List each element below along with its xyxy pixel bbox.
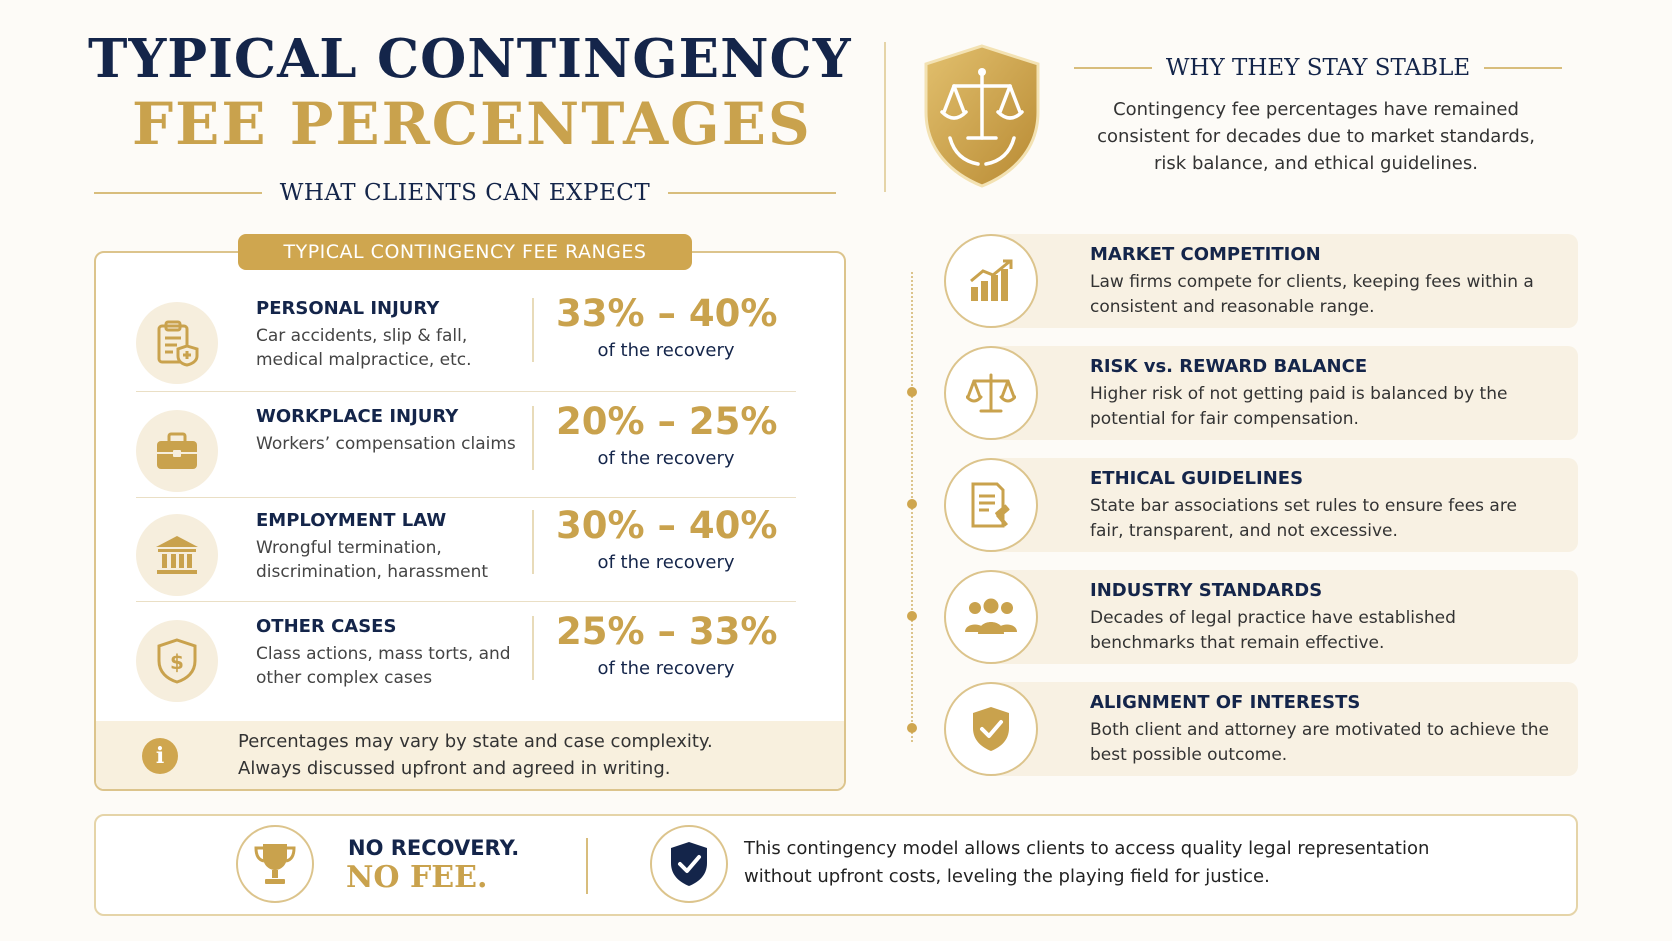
why-title-row: WHY THEY STAY STABLE <box>1074 50 1562 86</box>
clipboard-shield-icon <box>136 302 218 384</box>
fee-range-suffix: of the recovery <box>597 552 735 573</box>
fee-ranges-tag: TYPICAL CONTINGENCY FEE RANGES <box>238 234 692 270</box>
info-icon: i <box>142 738 178 774</box>
fee-category-name: OTHER CASES <box>256 616 397 637</box>
fee-range-suffix: of the recovery <box>597 340 735 361</box>
bottom-divider <box>586 838 588 894</box>
fee-row-employment-law: EMPLOYMENT LAW Wrongful termination, dis… <box>136 500 796 606</box>
reason-text: Both client and attorney are motivated t… <box>1090 720 1549 765</box>
fee-note-line1: Percentages may vary by state and case c… <box>238 731 713 752</box>
no-fee-label: NO FEE. <box>346 860 488 895</box>
note-band <box>96 721 844 789</box>
scales-icon <box>944 346 1038 440</box>
reason-alignment-of-interests: ALIGNMENT OF INTERESTS Both client and a… <box>944 682 1578 776</box>
page-title-line1: TYPICAL CONTINGENCY <box>88 28 852 90</box>
reason-text: Law firms compete for clients, keeping f… <box>1090 272 1534 317</box>
fee-range: 25% – 33% <box>556 610 778 653</box>
briefcase-icon <box>136 410 218 492</box>
reason-title: ALIGNMENT OF INTERESTS <box>1090 692 1361 713</box>
trophy-icon <box>236 825 314 903</box>
reason-title: ETHICAL GUIDELINES <box>1090 468 1304 489</box>
fee-row-personal-injury: PERSONAL INJURY Car accidents, slip & fa… <box>136 288 796 394</box>
shield-check-icon <box>944 682 1038 776</box>
reason-title: INDUSTRY STANDARDS <box>1090 580 1323 601</box>
fee-range-suffix: of the recovery <box>597 448 735 469</box>
page-title-line2: FEE PERCENTAGES <box>132 90 812 158</box>
divider-line <box>94 192 262 194</box>
reason-industry-standards: INDUSTRY STANDARDS Decades of legal prac… <box>944 570 1578 664</box>
fee-range-suffix: of the recovery <box>597 658 735 679</box>
dollar-shield-icon: $ <box>136 620 218 702</box>
reason-title: RISK vs. REWARD BALANCE <box>1090 356 1368 377</box>
fee-row-other-cases: $ OTHER CASES Class actions, mass torts,… <box>136 606 796 712</box>
reason-text: Higher risk of not getting paid is balan… <box>1090 384 1508 429</box>
row-divider <box>532 510 534 574</box>
fee-range: 20% – 25% <box>556 400 778 443</box>
divider-line <box>1484 67 1562 69</box>
bar-chart-icon <box>944 234 1038 328</box>
why-description: Contingency fee percentages have remaine… <box>1097 99 1535 174</box>
fee-category-name: EMPLOYMENT LAW <box>256 510 447 531</box>
courthouse-icon <box>136 514 218 596</box>
fee-category-desc: Class actions, mass torts, and other com… <box>256 644 511 688</box>
fee-category-desc: Workers’ compensation claims <box>256 434 516 454</box>
navy-shield-check-icon <box>650 825 728 903</box>
fee-range: 33% – 40% <box>556 292 778 335</box>
bottom-banner <box>94 814 1578 916</box>
reason-card <box>984 346 1578 440</box>
fee-category-name: PERSONAL INJURY <box>256 298 440 319</box>
fee-range: 30% – 40% <box>556 504 778 547</box>
why-title: WHY THEY STAY STABLE <box>1165 55 1471 81</box>
reason-title: MARKET COMPETITION <box>1090 244 1321 265</box>
fee-note: Percentages may vary by state and case c… <box>238 728 818 782</box>
reason-text: State bar associations set rules to ensu… <box>1090 496 1517 541</box>
svg-text:$: $ <box>170 650 184 674</box>
reason-card <box>984 570 1578 664</box>
row-divider <box>532 616 534 680</box>
bottom-description: This contingency model allows clients to… <box>744 838 1430 887</box>
row-separator <box>136 497 796 498</box>
document-gavel-icon <box>944 458 1038 552</box>
reason-ethical-guidelines: ETHICAL GUIDELINES State bar association… <box>944 458 1578 552</box>
reason-text: Decades of legal practice have establish… <box>1090 608 1456 653</box>
fee-category-name: WORKPLACE INJURY <box>256 406 459 427</box>
people-icon <box>944 570 1038 664</box>
subtitle-row: WHAT CLIENTS CAN EXPECT <box>94 176 836 210</box>
fee-note-line2: Always discussed upfront and agreed in w… <box>238 758 671 779</box>
header-divider <box>884 42 886 192</box>
row-divider <box>532 298 534 362</box>
row-separator <box>136 601 796 602</box>
page-subtitle: WHAT CLIENTS CAN EXPECT <box>279 180 651 206</box>
timeline-dot <box>907 499 917 509</box>
divider-line <box>1074 67 1152 69</box>
timeline-dot <box>907 387 917 397</box>
no-recovery-label: NO RECOVERY. <box>348 836 520 860</box>
reason-card <box>984 234 1578 328</box>
reason-market-competition: MARKET COMPETITION Law firms compete for… <box>944 234 1578 328</box>
fee-category-desc: Car accidents, slip & fall, medical malp… <box>256 326 472 370</box>
reason-card <box>984 682 1578 776</box>
fee-category-desc: Wrongful termination, discrimination, ha… <box>256 538 489 582</box>
timeline-dot <box>907 611 917 621</box>
timeline-dot <box>907 723 917 733</box>
row-divider <box>532 406 534 470</box>
scales-shield-emblem-icon <box>924 44 1040 188</box>
reason-risk-reward: RISK vs. REWARD BALANCE Higher risk of n… <box>944 346 1578 440</box>
fee-row-workplace-injury: WORKPLACE INJURY Workers’ compensation c… <box>136 396 796 502</box>
reason-card <box>984 458 1578 552</box>
divider-line <box>668 192 836 194</box>
row-separator <box>136 391 796 392</box>
